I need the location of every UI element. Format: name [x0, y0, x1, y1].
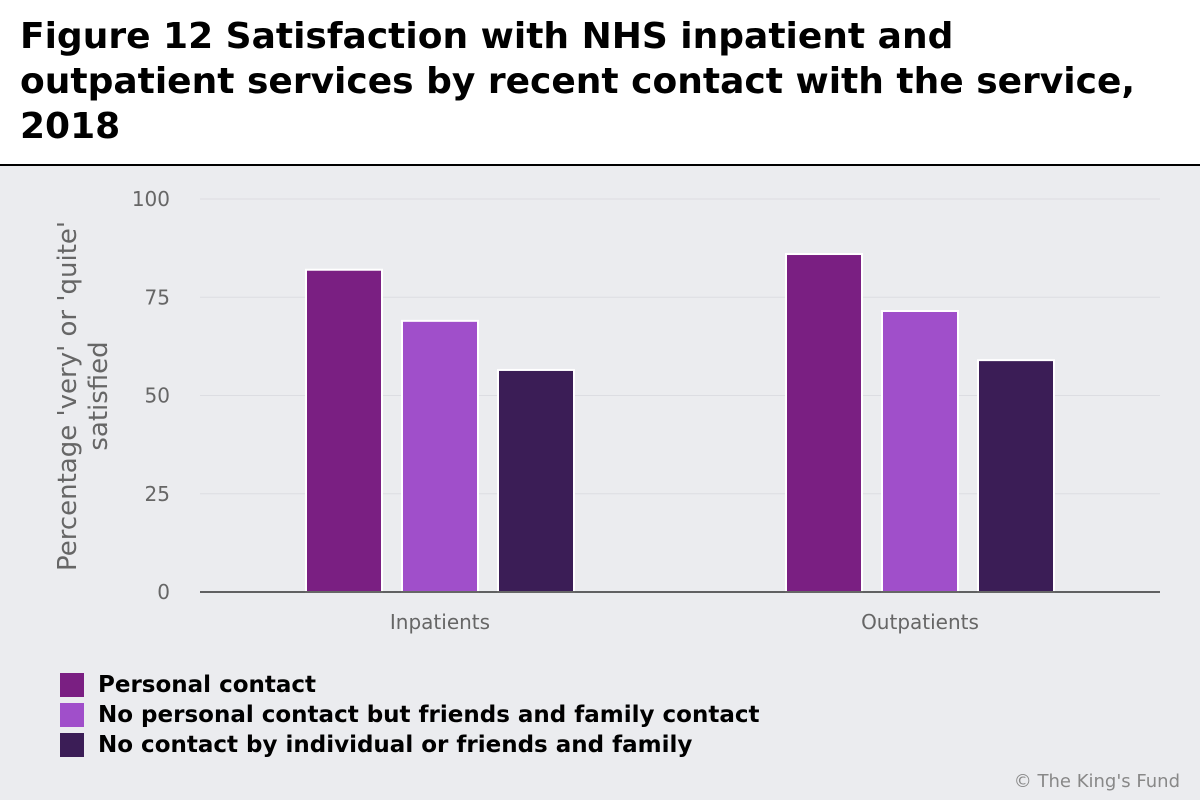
x-tick-label: Outpatients — [861, 610, 979, 634]
legend-item-no-contact: No contact by individual or friends and … — [60, 730, 760, 760]
legend-label: No contact by individual or friends and … — [98, 732, 693, 758]
legend-item-personal-contact: Personal contact — [60, 670, 760, 700]
y-tick-label: 25 — [145, 482, 170, 506]
y-axis-label: Percentage 'very' or 'quite'satisfied — [53, 221, 114, 571]
bar — [977, 359, 1055, 593]
y-tick-label: 50 — [145, 384, 170, 408]
legend: Personal contact No personal contact but… — [60, 670, 760, 760]
legend-swatch — [60, 733, 84, 757]
bar — [785, 253, 863, 594]
bar — [497, 368, 575, 593]
y-tick-label: 100 — [132, 187, 170, 211]
chart-title: Figure 12 Satisfaction with NHS inpatien… — [20, 16, 1136, 147]
legend-item-friends-family-contact: No personal contact but friends and fami… — [60, 700, 760, 730]
bar — [305, 268, 383, 594]
x-tick-label: Inpatients — [390, 610, 490, 634]
legend-label: No personal contact but friends and fami… — [98, 702, 760, 728]
legend-swatch — [60, 673, 84, 697]
chart-header: Figure 12 Satisfaction with NHS inpatien… — [0, 0, 1200, 166]
bar — [401, 319, 479, 594]
legend-swatch — [60, 703, 84, 727]
y-tick-label: 75 — [145, 285, 170, 309]
bar-chart: 0 25 50 75 100 Inpatients Outpatients Percentag… — [53, 187, 1160, 634]
legend-label: Personal contact — [98, 672, 317, 698]
chart-panel: 0 25 50 75 100 Inpatients Outpatients Percentag… — [0, 166, 1200, 800]
bar — [881, 310, 959, 593]
copyright-notice: © The King's Fund — [1013, 771, 1180, 792]
y-tick-label: 0 — [157, 580, 170, 604]
